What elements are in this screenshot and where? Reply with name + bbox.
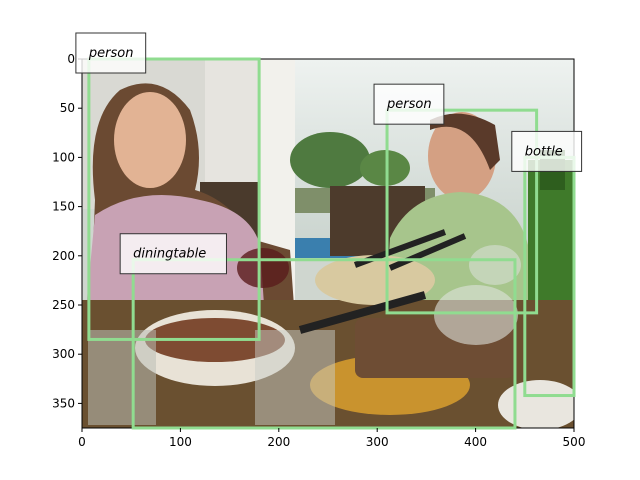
x-tick-label: 100 [169, 435, 192, 449]
y-tick-label: 350 [52, 396, 75, 410]
x-axis: 0 100 200 300 400 500 [78, 428, 585, 449]
detection-labels: person person bottle diningtable [75, 32, 583, 275]
bounding-box [131, 258, 517, 430]
label-box [75, 32, 147, 74]
detection-label: bottle [525, 144, 563, 159]
x-tick-label: 0 [78, 435, 86, 449]
y-tick-label: 150 [52, 200, 75, 214]
label-box [119, 233, 227, 275]
label-box [511, 130, 583, 172]
bounding-boxes [87, 57, 576, 430]
y-tick-label: 250 [52, 298, 75, 312]
y-tick-label: 0 [67, 52, 75, 66]
y-axis: 0 50 100 150 200 250 300 350 [52, 52, 82, 410]
x-tick-label: 500 [563, 435, 586, 449]
y-tick-label: 50 [60, 101, 75, 115]
x-tick-label: 200 [267, 435, 290, 449]
y-tick-label: 100 [52, 150, 75, 164]
y-tick-label: 300 [52, 347, 75, 361]
x-tick-label: 400 [464, 435, 487, 449]
label-box [373, 83, 445, 125]
detection-label: diningtable [133, 247, 206, 262]
detection-label: person [88, 46, 134, 61]
bounding-box [385, 108, 539, 315]
detection-label: person [386, 97, 432, 112]
x-tick-label: 300 [366, 435, 389, 449]
bounding-box [87, 57, 261, 341]
y-tick-label: 200 [52, 249, 75, 263]
